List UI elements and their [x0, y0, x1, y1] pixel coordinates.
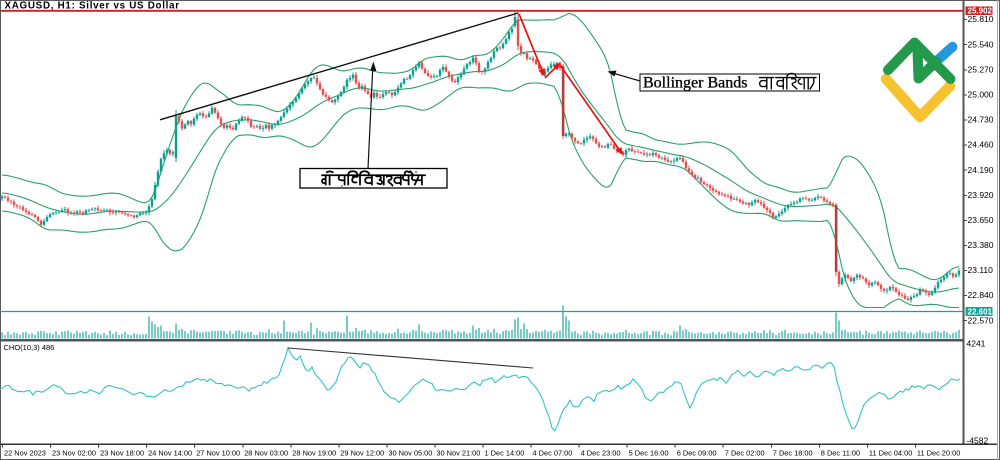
svg-text:5 Dec 16:00: 5 Dec 16:00 — [629, 449, 669, 458]
svg-text:29 Nov 12:00: 29 Nov 12:00 — [340, 449, 384, 458]
svg-text:23 Nov 02:00: 23 Nov 02:00 — [52, 449, 96, 458]
svg-text:8 Dec 11:00: 8 Dec 11:00 — [821, 449, 860, 458]
svg-text:25.000: 25.000 — [968, 90, 994, 100]
svg-text:23 Nov 18:00: 23 Nov 18:00 — [100, 449, 144, 458]
svg-text:22 Nov 2023: 22 Nov 2023 — [4, 449, 46, 458]
svg-text:24 Nov 14:00: 24 Nov 14:00 — [148, 449, 192, 458]
svg-text:27 Nov 10:00: 27 Nov 10:00 — [196, 449, 240, 458]
svg-text:23.380: 23.380 — [968, 240, 994, 250]
svg-text:23.650: 23.650 — [968, 215, 994, 225]
svg-text:24.730: 24.730 — [968, 115, 994, 125]
svg-text:28 Nov 19:00: 28 Nov 19:00 — [292, 449, 336, 458]
svg-text:1 Dec 14:00: 1 Dec 14:00 — [485, 449, 525, 458]
svg-text:-4582: -4582 — [967, 436, 989, 446]
svg-text:25.270: 25.270 — [968, 64, 994, 74]
svg-text:23.110: 23.110 — [968, 265, 994, 275]
svg-text:24.460: 24.460 — [968, 140, 994, 150]
svg-text:28 Nov 03:00: 28 Nov 03:00 — [244, 449, 288, 458]
svg-text:11 Dec 20:00: 11 Dec 20:00 — [917, 449, 960, 458]
svg-text:7 Dec 02:00: 7 Dec 02:00 — [725, 449, 765, 458]
svg-text:25.810: 25.810 — [968, 14, 994, 24]
svg-text:XAGUSD, H1: Silver vs US Doll: XAGUSD, H1: Silver vs US Dollar — [5, 1, 180, 12]
svg-text:24.190: 24.190 — [968, 165, 994, 175]
svg-text:Bollinger Bands: Bollinger Bands — [643, 75, 747, 92]
svg-text:4 Dec 07:00: 4 Dec 07:00 — [533, 449, 573, 458]
svg-text:11 Dec 04:00: 11 Dec 04:00 — [869, 449, 912, 458]
svg-text:25.902: 25.902 — [968, 7, 993, 16]
svg-text:25.540: 25.540 — [968, 39, 994, 49]
svg-text:22.840: 22.840 — [968, 290, 994, 300]
svg-text:22.601: 22.601 — [968, 307, 993, 316]
svg-text:30 Nov 21:00: 30 Nov 21:00 — [436, 449, 480, 458]
svg-text:CHO(10,3) 486: CHO(10,3) 486 — [4, 343, 55, 352]
svg-text:4241: 4241 — [967, 339, 986, 349]
svg-text:30 Nov 05:00: 30 Nov 05:00 — [388, 449, 432, 458]
svg-text:23.920: 23.920 — [968, 190, 994, 200]
svg-text:7 Dec 18:00: 7 Dec 18:00 — [773, 449, 813, 458]
svg-text:6 Dec 09:00: 6 Dec 09:00 — [677, 449, 717, 458]
svg-text:22.570: 22.570 — [968, 315, 994, 325]
svg-text:4 Dec 23:00: 4 Dec 23:00 — [581, 449, 621, 458]
